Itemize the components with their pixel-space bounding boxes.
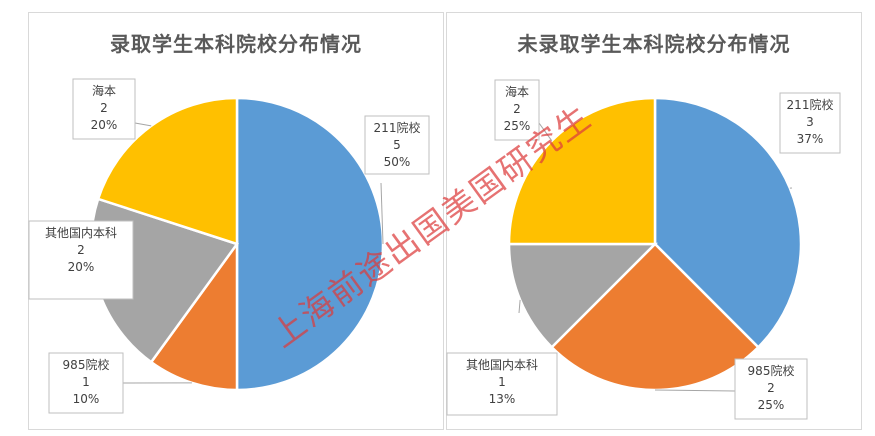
data-label-percent: 50% (384, 155, 411, 169)
pie-chart-admitted: 211院校 5 50% 985院校 1 10% 其他国内本科 2 20% 海本 2 20% (28, 78, 430, 414)
pie-slice-211 (653, 96, 803, 350)
data-label-name: 211院校 (374, 120, 421, 135)
data-label-value: 5 (393, 138, 401, 152)
data-label-box (779, 92, 841, 154)
pie-chart-rejected: 211院校 3 37% 985院校 2 25% 其他国内本科 1 13% 海本 2 25% (446, 79, 841, 420)
chart-title: 未录取学生本科院校分布情况 (517, 32, 791, 56)
data-label-name: 其他国内本科 (466, 358, 538, 372)
chart-panel-rejected: 未录取学生本科院校分布情况 211院校 3 37% 985院校 2 25% 其他国内本科 1 1… (446, 12, 862, 430)
data-label-value: 1 (498, 375, 506, 389)
data-label-value: 1 (82, 375, 90, 389)
data-label-percent: 13% (489, 392, 516, 406)
data-label-box (734, 358, 808, 420)
data-label-percent: 25% (758, 398, 785, 412)
data-label-name: 211院校 (787, 97, 834, 112)
data-label-box (494, 79, 540, 141)
data-label-percent: 20% (91, 118, 118, 132)
data-label-name: 其他国内本科 (45, 226, 117, 240)
data-label-value: 2 (77, 243, 85, 257)
data-label-name: 985院校 (63, 357, 110, 372)
pie-slice-overseas (96, 96, 239, 246)
data-label-percent: 10% (73, 392, 100, 406)
data-label-name: 海本 (92, 83, 116, 98)
pie-slice-211 (235, 96, 385, 392)
leader-line (134, 122, 152, 127)
data-label-percent: 37% (797, 132, 824, 146)
data-label-name: 985院校 (748, 363, 795, 378)
data-label-box (48, 352, 124, 414)
data-label-percent: 25% (504, 119, 531, 133)
data-label-name: 海本 (505, 84, 529, 99)
data-label-value: 2 (513, 102, 521, 116)
leader-line (380, 182, 384, 245)
pie-slice-other-domestic (507, 242, 659, 350)
leader-line (518, 299, 521, 314)
leader-line (538, 122, 553, 142)
data-label-value: 2 (100, 101, 108, 115)
data-label-box (364, 115, 430, 175)
data-label-value: 2 (767, 381, 775, 395)
data-label-value: 3 (806, 115, 814, 129)
leader-line (654, 389, 736, 392)
chart-panel-admitted: 录取学生本科院校分布情况 211院校 5 50% 985院校 1 10% 其他国内本科 2 20… (28, 12, 444, 430)
data-label-box (28, 220, 134, 300)
pie-slice-overseas (507, 96, 657, 246)
data-label-box (72, 78, 136, 140)
data-label-percent: 20% (68, 260, 95, 274)
chart-title: 录取学生本科院校分布情况 (110, 32, 362, 56)
data-label-box (446, 352, 558, 416)
